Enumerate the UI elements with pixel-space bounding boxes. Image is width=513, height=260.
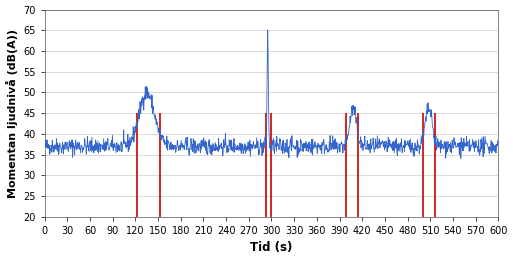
X-axis label: Tid (s): Tid (s) <box>250 242 293 255</box>
Y-axis label: Momentan ljudnivå (dB(A)): Momentan ljudnivå (dB(A)) <box>6 29 17 198</box>
